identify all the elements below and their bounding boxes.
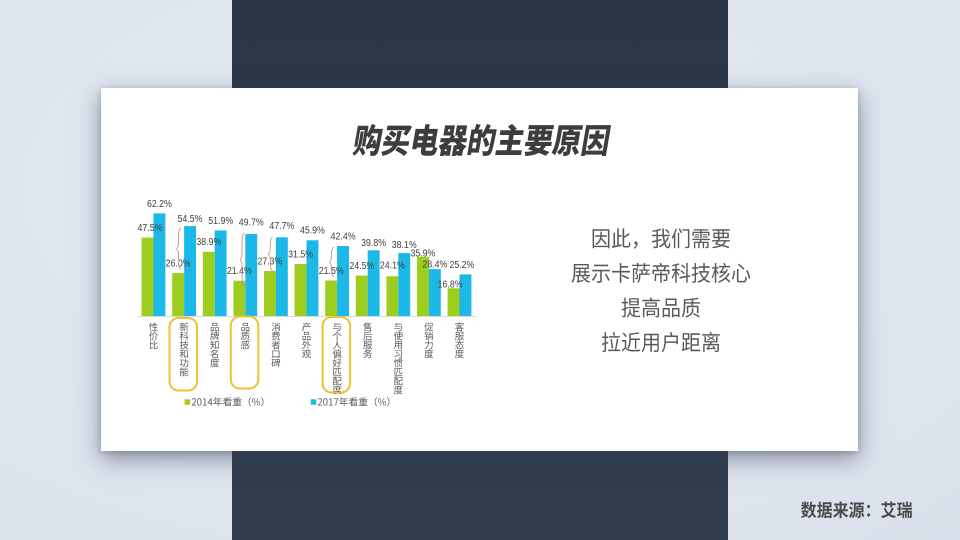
svg-text:45.9%: 45.9% (300, 225, 325, 236)
svg-text:51.9%: 51.9% (208, 215, 233, 226)
svg-text:49.7%: 49.7% (239, 217, 264, 228)
svg-text:31.5%: 31.5% (288, 249, 313, 260)
svg-text:26.0%: 26.0% (166, 258, 191, 269)
svg-text:24.1%: 24.1% (380, 260, 405, 271)
svg-text:21.4%: 21.4% (227, 266, 252, 277)
svg-text:62.2%: 62.2% (147, 198, 172, 209)
svg-text:24.5%: 24.5% (349, 261, 374, 272)
svg-text:47.5%: 47.5% (138, 223, 163, 234)
svg-text:25.2%: 25.2% (449, 259, 474, 270)
svg-text:16.8%: 16.8% (438, 279, 463, 290)
svg-text:39.8%: 39.8% (361, 237, 386, 248)
svg-text:54.5%: 54.5% (178, 214, 203, 225)
svg-text:35.9%: 35.9% (410, 248, 435, 259)
svg-text:47.7%: 47.7% (269, 221, 294, 232)
svg-text:28.4%: 28.4% (422, 259, 447, 270)
svg-text:42.4%: 42.4% (331, 231, 356, 242)
svg-text:38.1%: 38.1% (392, 240, 417, 251)
svg-text:38.9%: 38.9% (196, 237, 221, 248)
